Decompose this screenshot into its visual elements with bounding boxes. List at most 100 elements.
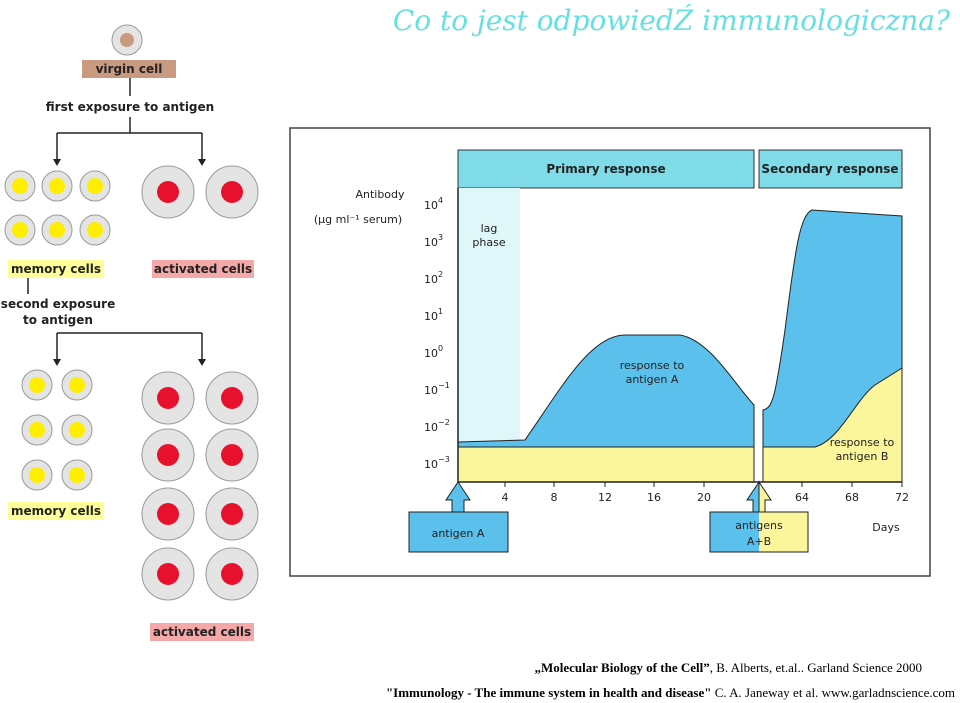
- header-label: Primary response: [546, 162, 665, 176]
- nucleus: [12, 178, 28, 194]
- header: [758, 149, 903, 189]
- nucleus: [69, 467, 85, 483]
- annotation: antigen B: [836, 450, 889, 463]
- step-label: to antigen: [23, 313, 93, 327]
- y-axis-label: Antibody: [355, 188, 405, 201]
- y-tick-label: 100: [424, 344, 443, 360]
- cell-label: activated cells: [153, 625, 251, 639]
- nucleus: [157, 387, 179, 409]
- reference: "Immunology - The immune system in healt…: [386, 685, 955, 700]
- arrowhead: [53, 359, 61, 366]
- header-label: Secondary response: [761, 162, 898, 176]
- annotation: response to: [830, 436, 895, 449]
- x-tick-label: 20: [697, 491, 711, 504]
- cell-diagram: virgin cell first exposure to antigen memo…: [1, 24, 259, 641]
- nucleus: [157, 563, 179, 585]
- tick-exponent: −3: [438, 455, 450, 464]
- nucleus: [29, 467, 45, 483]
- nucleus: [69, 377, 85, 393]
- annotation: response to: [620, 359, 685, 372]
- lag-band: [458, 188, 520, 442]
- label-box: [8, 260, 104, 278]
- tick-base: 10: [424, 199, 438, 212]
- annotation: phase: [472, 236, 505, 249]
- header: [457, 149, 755, 189]
- y-tick-label: 104: [424, 196, 443, 212]
- x-tick-label: 8: [551, 491, 558, 504]
- area-a: [457, 334, 755, 448]
- step-label: second exposure: [1, 297, 115, 311]
- y-tick-label: 10−1: [424, 381, 450, 397]
- x-tick-label: 68: [845, 491, 859, 504]
- reference-text: C. A. Janeway et al. www.garladnscience.…: [711, 685, 955, 700]
- nucleus: [221, 563, 243, 585]
- tick-base: 10: [424, 236, 438, 249]
- tick-exponent: 1: [438, 307, 443, 316]
- y-axis-label: (µg ml⁻¹ serum): [314, 213, 402, 226]
- nucleus: [49, 178, 65, 194]
- nucleus: [157, 181, 179, 203]
- label-box: [82, 60, 176, 78]
- area-b: [762, 367, 903, 483]
- nucleus: [221, 387, 243, 409]
- antigen-box: [408, 511, 509, 553]
- antibody-graph: Primary response Secondary response Antibo…: [289, 127, 931, 577]
- antigen-box-border: [709, 511, 809, 553]
- label-box: [152, 260, 254, 278]
- tick-base: 10: [424, 347, 438, 360]
- y-tick-label: 103: [424, 233, 443, 249]
- x-axis-label: Days: [872, 521, 900, 534]
- arrowhead: [198, 359, 206, 366]
- arrowhead: [53, 159, 61, 166]
- nucleus: [221, 503, 243, 525]
- tick-base: 10: [424, 273, 438, 286]
- tick-base: 10: [424, 421, 438, 434]
- area-b: [457, 446, 755, 483]
- reference: „Molecular Biology of the Cell”, B. Albe…: [534, 660, 922, 675]
- antigen-box: [759, 512, 808, 552]
- tick-base: 10: [424, 458, 438, 471]
- cell-label: memory cells: [11, 504, 101, 518]
- area-a: [762, 209, 903, 448]
- nucleus: [69, 422, 85, 438]
- nucleus: [29, 422, 45, 438]
- reference-title: „Molecular Biology of the Cell”: [534, 660, 709, 675]
- x-tick-label: 4: [502, 491, 509, 504]
- nucleus: [49, 222, 65, 238]
- tick-exponent: −2: [438, 418, 450, 427]
- y-tick-label: 101: [424, 307, 443, 323]
- tick-base: 10: [424, 384, 438, 397]
- antigen-label: antigens: [735, 519, 783, 532]
- antigen-arrow: [746, 480, 760, 513]
- nucleus: [87, 222, 103, 238]
- tick-exponent: 0: [438, 344, 443, 353]
- label-box: [150, 623, 254, 641]
- x-tick-label: 72: [895, 491, 909, 504]
- tick-exponent: −1: [438, 381, 450, 390]
- step-label: first exposure to antigen: [46, 100, 214, 114]
- nucleus: [29, 377, 45, 393]
- y-tick-label: 10−2: [424, 418, 450, 434]
- slide-title: Co to jest odpowiedŹ immunologiczna?: [393, 4, 951, 37]
- tick-exponent: 3: [438, 233, 443, 242]
- y-tick-label: 10−3: [424, 455, 450, 471]
- cell-label: memory cells: [11, 262, 101, 276]
- arrowhead: [198, 159, 206, 166]
- nucleus: [221, 444, 243, 466]
- antigen-label: A+B: [747, 535, 771, 548]
- y-tick-label: 102: [424, 270, 443, 286]
- antigen-label: antigen A: [432, 527, 485, 540]
- nucleus: [120, 33, 134, 47]
- nucleus: [221, 181, 243, 203]
- x-tick-label: 64: [795, 491, 809, 504]
- label-box: [8, 502, 104, 520]
- tick-exponent: 4: [438, 196, 443, 205]
- tick-base: 10: [424, 310, 438, 323]
- x-tick-label: 12: [598, 491, 612, 504]
- nucleus: [157, 503, 179, 525]
- reference-text: , B. Alberts, et.al.. Garland Science 20…: [710, 660, 922, 675]
- reference-title: "Immunology - The immune system in healt…: [386, 685, 712, 700]
- annotation: lag: [481, 222, 498, 235]
- x-tick-label: 16: [647, 491, 661, 504]
